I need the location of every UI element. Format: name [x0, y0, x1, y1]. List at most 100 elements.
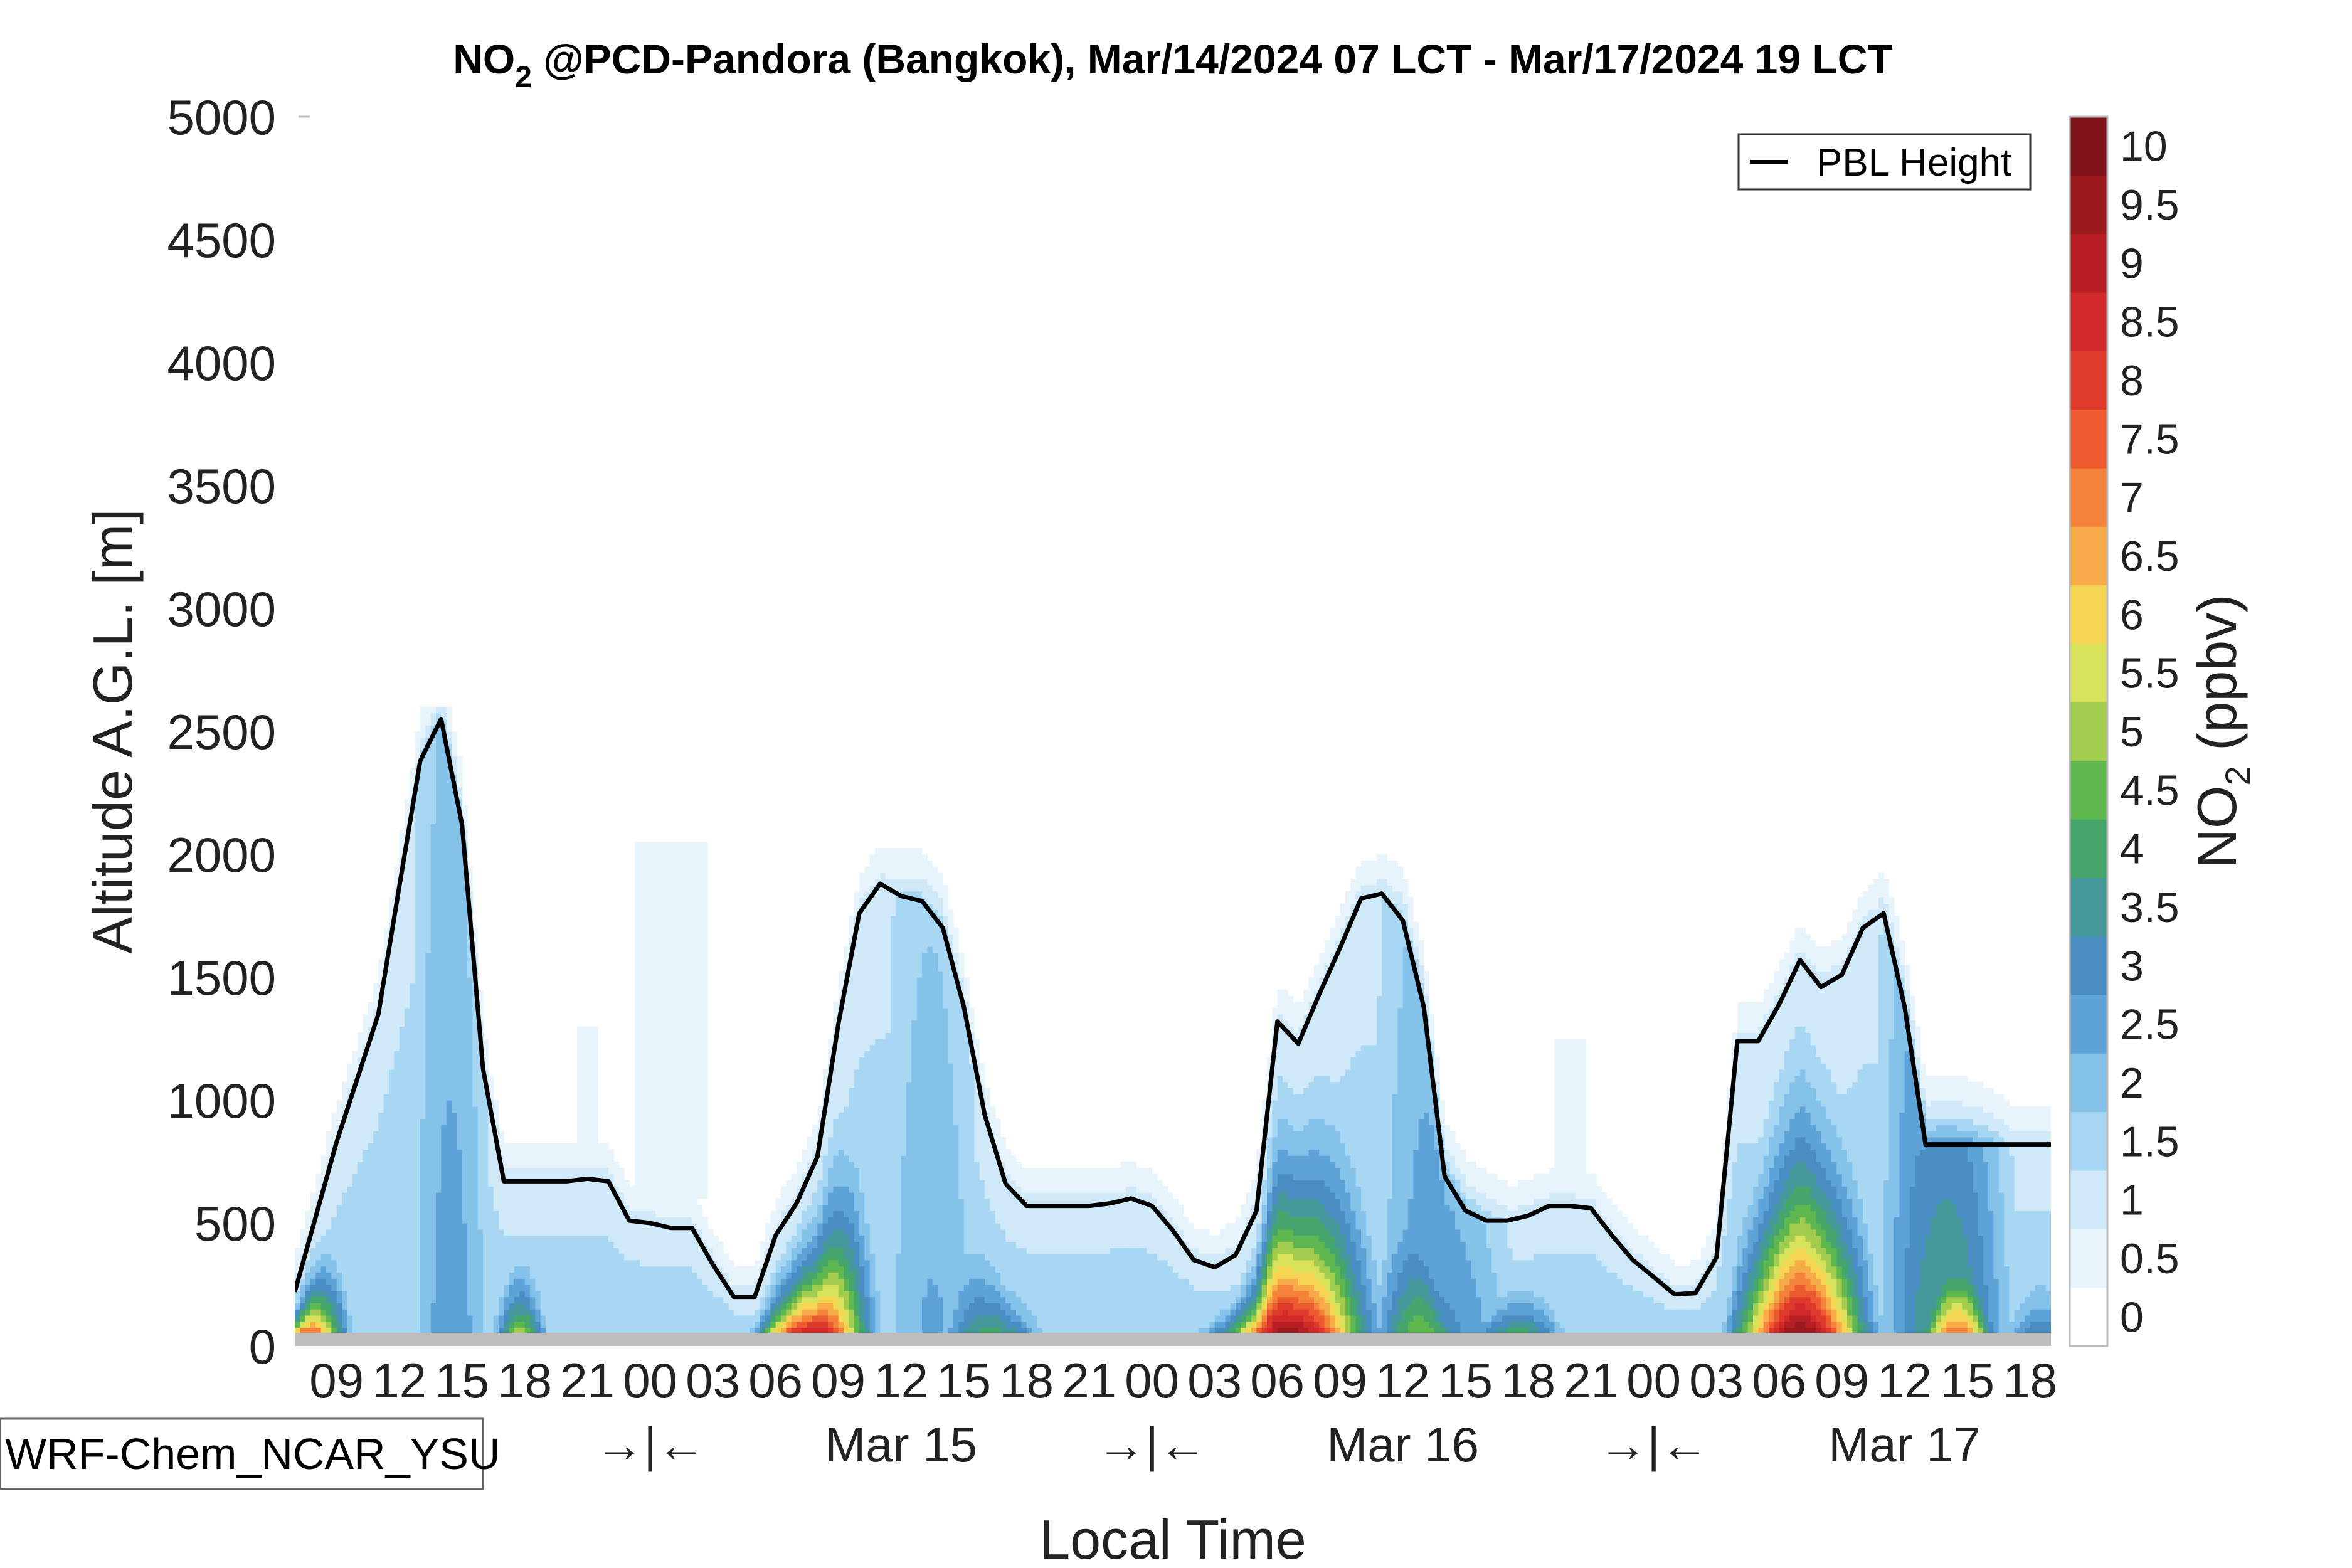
- no2-cell: [608, 1173, 614, 1242]
- no2-cell: [1361, 1210, 1367, 1248]
- no2-cell: [1973, 1131, 1978, 1144]
- no2-cell: [1794, 928, 1801, 953]
- no2-cell: [295, 1290, 300, 1303]
- no2-cell: [1763, 1155, 1769, 1187]
- no2-cell: [1800, 1315, 1806, 1322]
- no2-cell: [1669, 1309, 1675, 1346]
- no2-cell: [817, 1235, 824, 1254]
- no2-cell: [1800, 928, 1806, 953]
- no2-cell: [1126, 1162, 1131, 1187]
- no2-cell: [1784, 1217, 1790, 1236]
- no2-cell: [467, 1315, 473, 1346]
- no2-cell: [1314, 1180, 1320, 1199]
- no2-cell: [817, 1296, 824, 1303]
- no2-cell: [739, 1285, 745, 1316]
- no2-cell: [650, 842, 656, 1211]
- no2-cell: [1888, 940, 1895, 1039]
- no2-cell: [786, 1327, 792, 1334]
- no2-cell: [760, 1321, 766, 1328]
- no2-cell: [911, 1020, 918, 1346]
- no2-cell: [1429, 1309, 1435, 1328]
- no2-cell: [535, 1167, 541, 1236]
- no2-cell: [660, 842, 667, 1217]
- no2-cell: [1355, 866, 1362, 892]
- no2-cell: [1272, 1248, 1278, 1261]
- no2-cell: [1283, 1173, 1288, 1193]
- no2-cell: [1068, 1192, 1074, 1254]
- no2-cell: [530, 1143, 536, 1168]
- no2-cell: [1800, 1321, 1806, 1334]
- no2-cell: [1816, 1290, 1821, 1298]
- no2-cell: [1261, 1100, 1268, 1131]
- no2-cell: [1664, 1254, 1670, 1279]
- no2-cell: [1256, 1315, 1263, 1322]
- no2-cell: [812, 1248, 818, 1261]
- colorbar-tick-label: 1.5: [2120, 1118, 2180, 1165]
- no2-cell: [425, 706, 432, 726]
- no2-cell: [410, 768, 416, 800]
- no2-cell: [765, 1285, 771, 1298]
- no2-cell: [1345, 1278, 1351, 1298]
- no2-cell: [315, 1241, 322, 1261]
- no2-cell: [1946, 1143, 1952, 1199]
- no2-cell: [1418, 965, 1424, 984]
- no2-cell: [786, 1278, 792, 1291]
- no2-cell: [1324, 1278, 1330, 1291]
- no2-cell: [1779, 1278, 1785, 1291]
- no2-cell: [707, 1290, 714, 1346]
- no2-cell: [1496, 1321, 1503, 1328]
- no2-cell: [1847, 1198, 1853, 1230]
- no2-cell: [577, 1026, 583, 1168]
- no2-cell: [1831, 1321, 1837, 1328]
- no2-cell: [854, 1266, 860, 1291]
- no2-cell: [514, 1296, 520, 1303]
- no2-cell: [1544, 1315, 1550, 1328]
- no2-cell: [697, 1204, 703, 1230]
- no2-cell: [859, 1057, 865, 1193]
- no2-cell: [1418, 940, 1424, 965]
- no2-cell: [1261, 1321, 1268, 1328]
- no2-cell: [603, 1167, 609, 1236]
- no2-cell: [1283, 1020, 1288, 1083]
- no2-cell: [1779, 1241, 1785, 1254]
- no2-cell: [394, 891, 400, 1052]
- no2-cell: [1455, 1167, 1461, 1180]
- no2-cell: [399, 860, 405, 1027]
- no2-cell: [1319, 1327, 1325, 1334]
- no2-cell: [2045, 1321, 2051, 1340]
- no2-cell: [828, 1296, 834, 1303]
- no2-cell: [1565, 1192, 1571, 1254]
- no2-cell: [1209, 1290, 1216, 1322]
- no2-cell: [1241, 1309, 1247, 1316]
- no2-cell: [1936, 1143, 1942, 1205]
- no2-cell: [1836, 1198, 1843, 1224]
- no2-cell: [786, 1272, 792, 1279]
- no2-cell: [797, 1321, 802, 1328]
- colorbar-swatch: [2070, 644, 2107, 702]
- colorbar-swatch: [2070, 409, 2107, 469]
- no2-cell: [1805, 1266, 1811, 1279]
- no2-cell: [1763, 1278, 1769, 1291]
- no2-cell: [1183, 1217, 1189, 1242]
- no2-cell: [797, 1241, 802, 1254]
- no2-cell: [797, 1278, 802, 1285]
- no2-cell: [1157, 1259, 1163, 1346]
- no2-cell: [958, 1198, 965, 1291]
- no2-cell: [1847, 1254, 1853, 1279]
- no2-cell: [739, 1315, 745, 1334]
- no2-cell: [1256, 1290, 1263, 1298]
- no2-cell: [812, 1309, 818, 1316]
- no2-cell: [1283, 1321, 1288, 1328]
- no2-cell: [378, 958, 384, 990]
- no2-cell: [1047, 1254, 1053, 1340]
- no2-cell: [1816, 1131, 1821, 1162]
- no2-cell: [420, 1118, 426, 1346]
- no2-cell: [320, 1155, 327, 1180]
- no2-cell: [1857, 921, 1863, 1070]
- no2-cell: [1424, 1303, 1429, 1322]
- no2-cell: [1366, 1278, 1372, 1310]
- no2-cell: [791, 1285, 797, 1291]
- no2-cell: [1941, 1296, 1947, 1303]
- colorbar-tick-label: 4.5: [2120, 766, 2180, 814]
- no2-cell: [963, 1020, 970, 1254]
